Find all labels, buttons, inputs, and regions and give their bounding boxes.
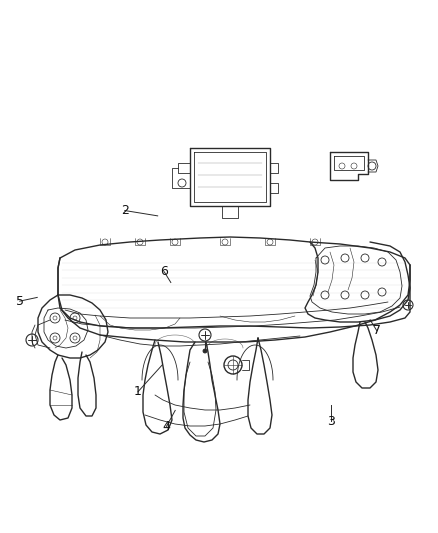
Text: 2: 2 bbox=[121, 204, 129, 217]
Circle shape bbox=[203, 349, 207, 353]
Text: 1: 1 bbox=[134, 385, 142, 398]
Text: 3: 3 bbox=[327, 415, 335, 427]
Text: 4: 4 bbox=[162, 420, 170, 433]
Text: 6: 6 bbox=[160, 265, 168, 278]
Text: 7: 7 bbox=[373, 324, 381, 337]
Text: 5: 5 bbox=[16, 295, 24, 308]
